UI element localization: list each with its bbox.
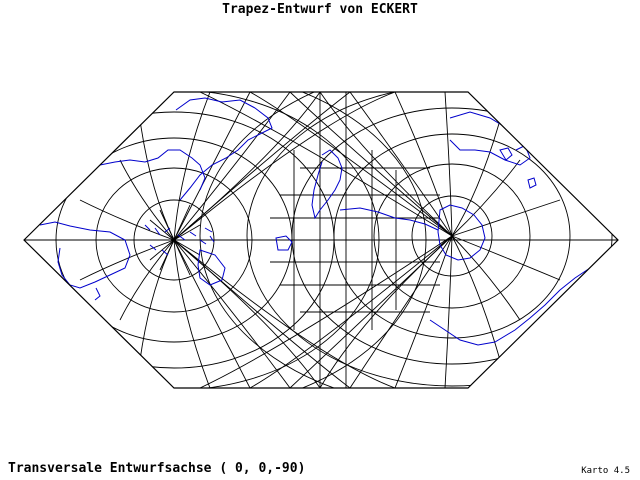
left-pole-rings	[24, 92, 427, 388]
coast-left-upper	[99, 149, 206, 191]
coast-right-land	[437, 204, 486, 261]
left-pole-meridians	[79, 92, 396, 388]
coast-left-island	[197, 249, 226, 286]
coast-right-upper	[449, 111, 531, 166]
coast-right-islands	[499, 145, 537, 189]
coast-small-island	[275, 235, 293, 251]
coast-left-lower	[39, 221, 131, 289]
coast-right-lower	[429, 267, 591, 346]
map-title: Trapez-Entwurf von ECKERT	[222, 2, 418, 17]
coast-left-bottom	[94, 287, 101, 301]
software-version: Karto 4.5	[581, 466, 630, 476]
coast-center-land	[311, 149, 343, 220]
projection-subtitle: Transversale Entwurfsachse ( 0, 0,-90)	[8, 461, 306, 476]
coast-center-shelf	[339, 207, 439, 231]
graticule	[24, 92, 618, 388]
coastlines	[39, 97, 591, 346]
right-pole-rings	[199, 92, 618, 388]
coast-top-left	[175, 97, 273, 201]
central-parallels	[270, 92, 440, 388]
map-frame	[23, 91, 619, 389]
coast-archipelago	[144, 224, 215, 256]
